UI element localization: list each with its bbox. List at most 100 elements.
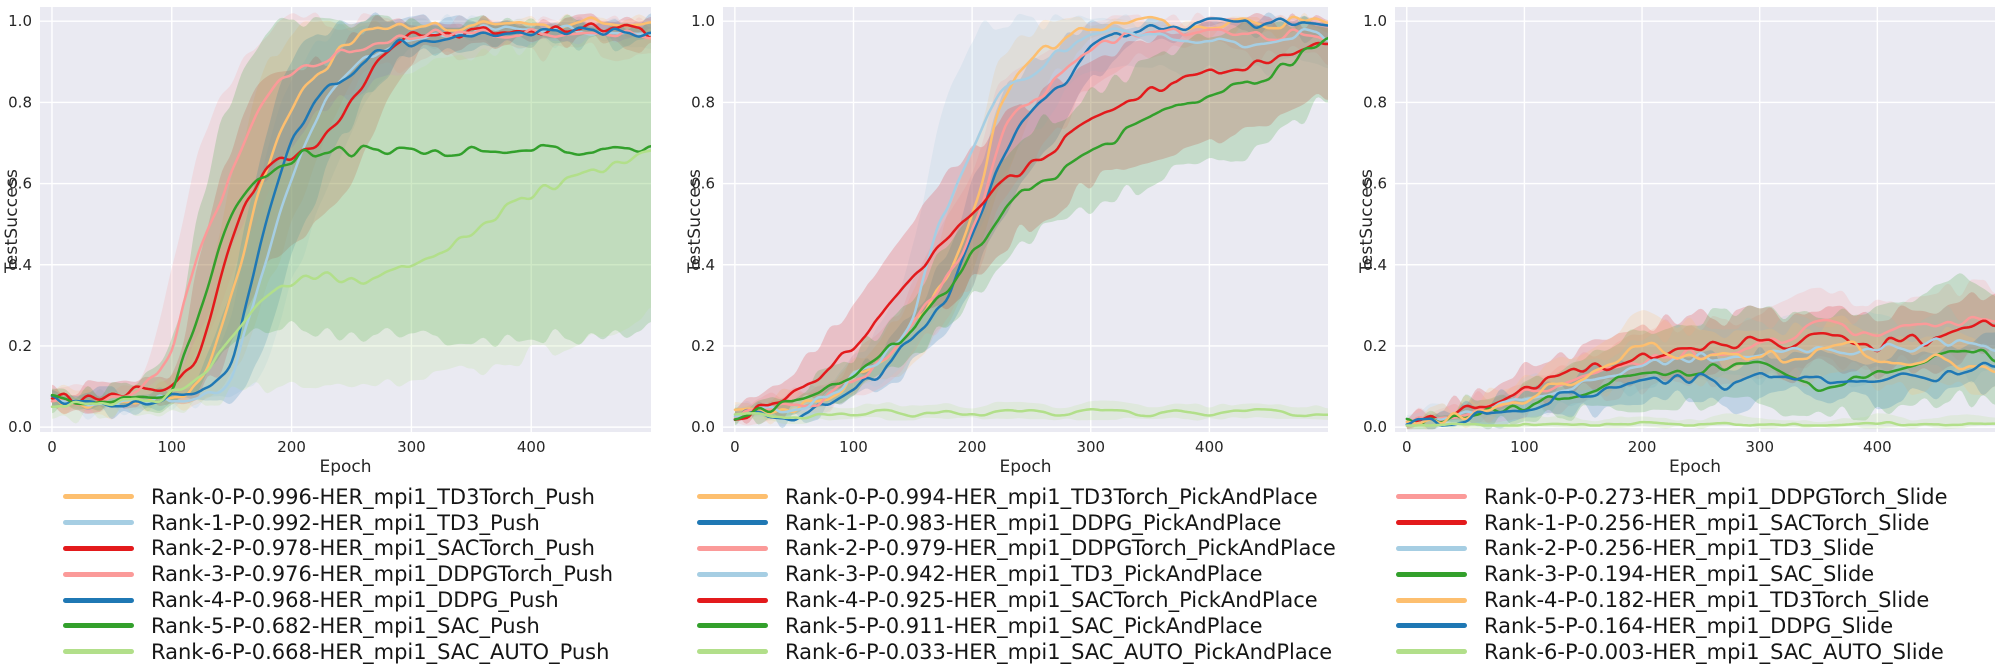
svg-text:400: 400 [1863, 438, 1892, 456]
legend-line-swatch [1396, 545, 1467, 551]
svg-text:200: 200 [1628, 438, 1657, 456]
svg-text:100: 100 [157, 438, 186, 456]
legend-label: Rank-1-P-0.992-HER_mpi1_TD3_Push [151, 510, 540, 535]
line-0 [733, 15, 1328, 415]
legend-item: Rank-6-P-0.033-HER_mpi1_SAC_AUTO_PickAnd… [697, 639, 1336, 665]
band-5 [734, 16, 1328, 426]
x-axis-label: Epoch [999, 457, 1052, 477]
band-3 [1406, 273, 1995, 430]
legend-item: Rank-1-P-0.983-HER_mpi1_DDPG_PickAndPlac… [697, 510, 1336, 536]
legend-pickandplace: Rank-0-P-0.994-HER_mpi1_TD3Torch_PickAnd… [697, 484, 1336, 665]
svg-text:0.6: 0.6 [691, 175, 715, 193]
x-axis-label: Epoch [319, 457, 372, 477]
tick-labels: 0.0 0.2 0.4 0.6 0.8 1.0 0 100 200 300 400 [691, 12, 1224, 456]
legend-label: Rank-5-P-0.911-HER_mpi1_SAC_PickAndPlace [785, 613, 1263, 638]
legend-line-swatch [1396, 494, 1467, 500]
line-5 [1405, 361, 1995, 427]
svg-text:0.4: 0.4 [1363, 256, 1387, 274]
line-3 [50, 27, 651, 406]
svg-text:100: 100 [1510, 438, 1539, 456]
slide-plot: 0.0 0.2 0.4 0.6 0.8 1.0 0 100 200 300 400 [1363, 7, 1995, 456]
plot-background [1395, 7, 1995, 432]
band-2 [734, 12, 1328, 426]
legend-line-swatch [1396, 571, 1467, 577]
band-4 [52, 12, 651, 420]
y-axis-label: TestSuccess [685, 168, 705, 273]
legend-item: Rank-6-P-0.003-HER_mpi1_SAC_AUTO_Slide [1396, 639, 1948, 665]
svg-text:0.0: 0.0 [1363, 418, 1387, 436]
tick-labels: 0.0 0.2 0.4 0.6 0.8 1.0 0 100 200 300 400 [1363, 12, 1892, 456]
legend-line-swatch [63, 494, 134, 500]
line-2 [733, 27, 1328, 420]
x-axis-label: Epoch [1668, 457, 1722, 477]
svg-text:1.0: 1.0 [8, 12, 32, 30]
legend-line-swatch [1396, 520, 1467, 526]
legend-label: Rank-4-P-0.968-HER_mpi1_DDPG_Push [151, 588, 559, 613]
legend-item: Rank-1-P-0.256-HER_mpi1_SACTorch_Slide [1396, 510, 1948, 536]
svg-text:200: 200 [958, 438, 987, 456]
svg-text:0.6: 0.6 [8, 175, 32, 193]
legend-line-swatch [63, 571, 134, 577]
legend-item: Rank-0-P-0.996-HER_mpi1_TD3Torch_Push [63, 484, 613, 510]
legend-line-swatch [697, 545, 768, 551]
svg-text:0: 0 [730, 438, 740, 456]
svg-text:1.0: 1.0 [1363, 12, 1387, 30]
legend-label: Rank-3-P-0.942-HER_mpi1_TD3_PickAndPlace [785, 562, 1263, 587]
line-2 [1405, 337, 1995, 427]
legend-item: Rank-2-P-0.256-HER_mpi1_TD3_Slide [1396, 536, 1948, 562]
line-4 [1405, 340, 1995, 425]
svg-text:400: 400 [517, 438, 546, 456]
legend-label: Rank-1-P-0.983-HER_mpi1_DDPG_PickAndPlac… [785, 510, 1282, 535]
legend-item: Rank-5-P-0.682-HER_mpi1_SAC_Push [63, 613, 613, 639]
legend-item: Rank-1-P-0.992-HER_mpi1_TD3_Push [63, 510, 613, 536]
band-1 [734, 12, 1328, 429]
legend-item: Rank-2-P-0.978-HER_mpi1_SACTorch_Push [63, 536, 613, 562]
line-1 [733, 17, 1328, 422]
y-axis-label: TestSuccess [2, 168, 22, 273]
svg-text:0.4: 0.4 [691, 256, 715, 274]
line-6 [733, 408, 1328, 420]
svg-text:100: 100 [839, 438, 868, 456]
legend-line-swatch [697, 597, 768, 603]
band-3 [734, 13, 1328, 425]
legend-push: Rank-0-P-0.996-HER_mpi1_TD3Torch_Push Ran… [63, 484, 613, 665]
legend-label: Rank-3-P-0.976-HER_mpi1_DDPGTorch_Push [151, 562, 614, 587]
line-5 [50, 143, 651, 406]
svg-text:0.2: 0.2 [1363, 337, 1387, 355]
svg-text:0.6: 0.6 [1363, 175, 1387, 193]
band-0 [52, 13, 651, 420]
legend-line-swatch [697, 520, 768, 526]
legend-label: Rank-0-P-0.994-HER_mpi1_TD3Torch_PickAnd… [785, 484, 1318, 509]
tick-labels: 0.0 0.2 0.4 0.6 0.8 1.0 0 100 200 300 400 [8, 12, 545, 456]
svg-text:300: 300 [1076, 438, 1105, 456]
legend-item: Rank-5-P-0.911-HER_mpi1_SAC_PickAndPlace [697, 613, 1336, 639]
legend-line-swatch [63, 649, 134, 655]
legend-line-swatch [1396, 623, 1467, 629]
legend-item: Rank-5-P-0.164-HER_mpi1_DDPG_Slide [1396, 613, 1948, 639]
legend-line-swatch [697, 494, 768, 500]
legend-item: Rank-4-P-0.968-HER_mpi1_DDPG_Push [63, 587, 613, 613]
legend-item: Rank-0-P-0.273-HER_mpi1_DDPGTorch_Slide [1396, 484, 1948, 510]
legend-label: Rank-3-P-0.194-HER_mpi1_SAC_Slide [1484, 562, 1875, 587]
gridlines [1395, 7, 1995, 432]
svg-text:0.4: 0.4 [8, 256, 32, 274]
legend-label: Rank-2-P-0.979-HER_mpi1_DDPGTorch_PickAn… [785, 536, 1336, 561]
svg-text:200: 200 [277, 438, 306, 456]
panel-pickandplace: 0.0 0.2 0.4 0.6 0.8 1.0 0 100 200 300 400 TestSucc… [666, 0, 1336, 665]
legend-label: Rank-6-P-0.033-HER_mpi1_SAC_AUTO_PickAnd… [785, 639, 1333, 664]
band-6 [734, 400, 1328, 425]
svg-text:0: 0 [47, 438, 57, 456]
svg-text:300: 300 [397, 438, 426, 456]
band-6 [52, 28, 651, 424]
line-5 [733, 36, 1328, 421]
band-2 [52, 13, 651, 415]
legend-item: Rank-3-P-0.976-HER_mpi1_DDPGTorch_Push [63, 561, 613, 587]
svg-text:0: 0 [1402, 438, 1412, 456]
legend-label: Rank-0-P-0.996-HER_mpi1_TD3Torch_Push [151, 484, 595, 509]
line-1 [1405, 319, 1995, 427]
legend-line-swatch [63, 520, 134, 526]
panel-slide: 0.0 0.2 0.4 0.6 0.8 1.0 0 100 200 300 400 TestSucc… [1334, 0, 2000, 665]
legend-item: Rank-4-P-0.182-HER_mpi1_TD3Torch_Slide [1396, 587, 1948, 613]
legend-item: Rank-0-P-0.994-HER_mpi1_TD3Torch_PickAnd… [697, 484, 1336, 510]
